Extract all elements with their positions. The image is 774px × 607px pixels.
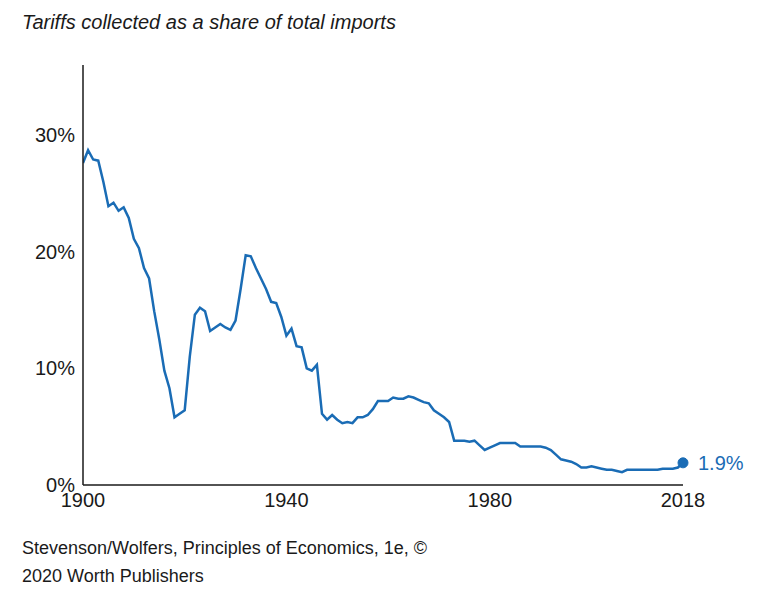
svg-text:1980: 1980 bbox=[468, 489, 513, 511]
svg-text:10%: 10% bbox=[35, 357, 75, 379]
svg-text:20%: 20% bbox=[35, 241, 75, 263]
svg-text:1900: 1900 bbox=[60, 489, 106, 512]
svg-text:2018: 2018 bbox=[661, 489, 706, 511]
svg-text:0%: 0% bbox=[46, 474, 75, 496]
html-text:Tariffs collected as a share o: Tariffs collected as a share of total im… bbox=[22, 11, 396, 33]
svg-text:1940: 1940 bbox=[264, 489, 309, 511]
svg-text:30%: 30% bbox=[35, 124, 75, 146]
html-text:Stevenson/Wolfers, Principles: Stevenson/Wolfers, Principles of Economi… bbox=[22, 538, 428, 586]
svg-text:1.9%: 1.9% bbox=[698, 452, 744, 474]
